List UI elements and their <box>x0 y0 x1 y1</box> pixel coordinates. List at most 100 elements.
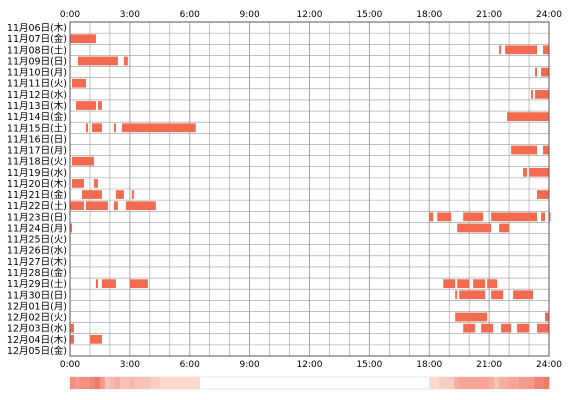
density-strip-cell <box>539 377 545 389</box>
density-strip-cell <box>79 377 86 389</box>
density-strip-cell <box>194 377 201 389</box>
activity-bar <box>537 323 549 333</box>
activity-bar <box>455 312 488 322</box>
row-label: 11月11日(火) <box>7 79 67 90</box>
row-label: 11月14日(金) <box>7 111 67 123</box>
row-label: 11月18日(火) <box>7 157 67 168</box>
density-strip-cell <box>439 377 445 389</box>
row-label: 11月23日(日) <box>7 212 67 223</box>
activity-bar <box>113 123 116 133</box>
density-strip-cell <box>494 377 500 389</box>
row-label: 11月27日(木) <box>7 256 67 268</box>
density-strip-cell <box>70 377 76 389</box>
activity-bar <box>95 279 98 288</box>
activity-bar <box>549 212 551 222</box>
activity-bar <box>487 279 498 288</box>
row-label: 11月06日(木) <box>7 22 67 34</box>
tick-label-bottom: 12:00 <box>297 360 323 370</box>
row-label: 12月05日(金) <box>7 345 67 357</box>
grid-layer <box>69 21 550 357</box>
tick-label-top: 6:00 <box>180 10 200 20</box>
density-strip-cell <box>519 377 525 389</box>
activity-bar <box>71 78 86 88</box>
activity-bar <box>93 179 98 188</box>
activity-bar <box>517 323 530 333</box>
row-label: 12月02日(火) <box>7 313 67 324</box>
tick-label-bottom: 0:00 <box>60 360 80 370</box>
tick-label-bottom: 6:00 <box>180 360 200 370</box>
density-strip-cell <box>189 377 196 389</box>
activity-bar <box>75 101 96 110</box>
activity-bar <box>129 279 148 288</box>
density-strip-cell <box>504 377 510 389</box>
density-strip-cell <box>129 377 136 389</box>
density-strip-cell <box>464 377 470 389</box>
activity-bar <box>97 101 102 110</box>
activity-bar <box>543 145 549 155</box>
density-strip-cell <box>429 377 435 389</box>
activity-bar <box>89 334 102 344</box>
density-strip-cell <box>154 377 161 389</box>
row-label: 11月28日(金) <box>7 267 67 279</box>
density-strip-cell <box>484 377 490 389</box>
density-strip-cell <box>544 377 550 389</box>
density-strip-cell <box>529 377 535 389</box>
activity-bar <box>491 212 538 222</box>
density-strip-cell <box>479 377 485 389</box>
activity-bar <box>70 223 72 233</box>
tick-label-bottom: 21:00 <box>476 360 502 370</box>
tick-label-bottom: 24:00 <box>536 360 562 370</box>
density-strip-cell <box>119 377 126 389</box>
density-strip-cell <box>139 377 146 389</box>
activity-bar <box>71 179 84 188</box>
density-strip-cell <box>144 377 151 389</box>
row-label: 12月03日(水) <box>7 323 67 335</box>
tick-label-bottom: 9:00 <box>240 360 260 370</box>
density-strip <box>69 376 550 390</box>
activity-bar <box>70 201 84 211</box>
density-strip-cell <box>434 377 440 389</box>
density-strip-cell <box>499 377 505 389</box>
density-strip-cell <box>444 377 450 389</box>
density-strip-cell <box>174 377 181 389</box>
density-strip-cell <box>179 377 186 389</box>
activity-bar <box>85 201 108 211</box>
density-strip-cell <box>89 377 96 389</box>
activity-bar <box>541 212 546 222</box>
tick-label-top: 18:00 <box>416 10 442 20</box>
density-strip-cell <box>524 377 530 389</box>
row-label: 11月10日(月) <box>7 68 67 79</box>
activity-bar <box>457 279 470 288</box>
row-label: 11月30日(日) <box>7 290 67 301</box>
tick-label-top: 15:00 <box>356 10 382 20</box>
density-strip-cell <box>99 377 106 389</box>
density-strip-cell <box>449 377 455 389</box>
activity-bar <box>131 190 134 199</box>
activity-bar <box>499 223 510 233</box>
density-strip-cell <box>124 377 131 389</box>
activity-bar <box>91 123 102 133</box>
activity-bar <box>123 56 128 66</box>
activity-bar <box>125 201 156 211</box>
activity-bar <box>529 167 549 177</box>
density-strip-cell <box>149 377 156 389</box>
density-strip-cell <box>454 377 460 389</box>
row-label: 11月26日(水) <box>7 245 67 257</box>
row-label: 11月25日(火) <box>7 235 67 246</box>
plot-frame <box>69 21 550 357</box>
activity-bar <box>513 290 534 300</box>
activity-bar <box>537 190 549 199</box>
row-label: 12月04日(木) <box>7 334 67 346</box>
activity-bar <box>463 212 484 222</box>
activity-bar <box>77 56 118 66</box>
density-strip-cell <box>84 377 91 389</box>
row-label: 11月15日(土) <box>7 122 67 134</box>
activity-bar <box>541 67 549 77</box>
activity-bar <box>523 167 528 177</box>
activity-bar <box>429 212 434 222</box>
activity-bar <box>491 290 504 300</box>
activity-bar <box>545 312 549 322</box>
activity-bar <box>535 67 538 77</box>
tick-label-top: 0:00 <box>60 10 80 20</box>
row-label: 11月21日(金) <box>7 189 67 201</box>
